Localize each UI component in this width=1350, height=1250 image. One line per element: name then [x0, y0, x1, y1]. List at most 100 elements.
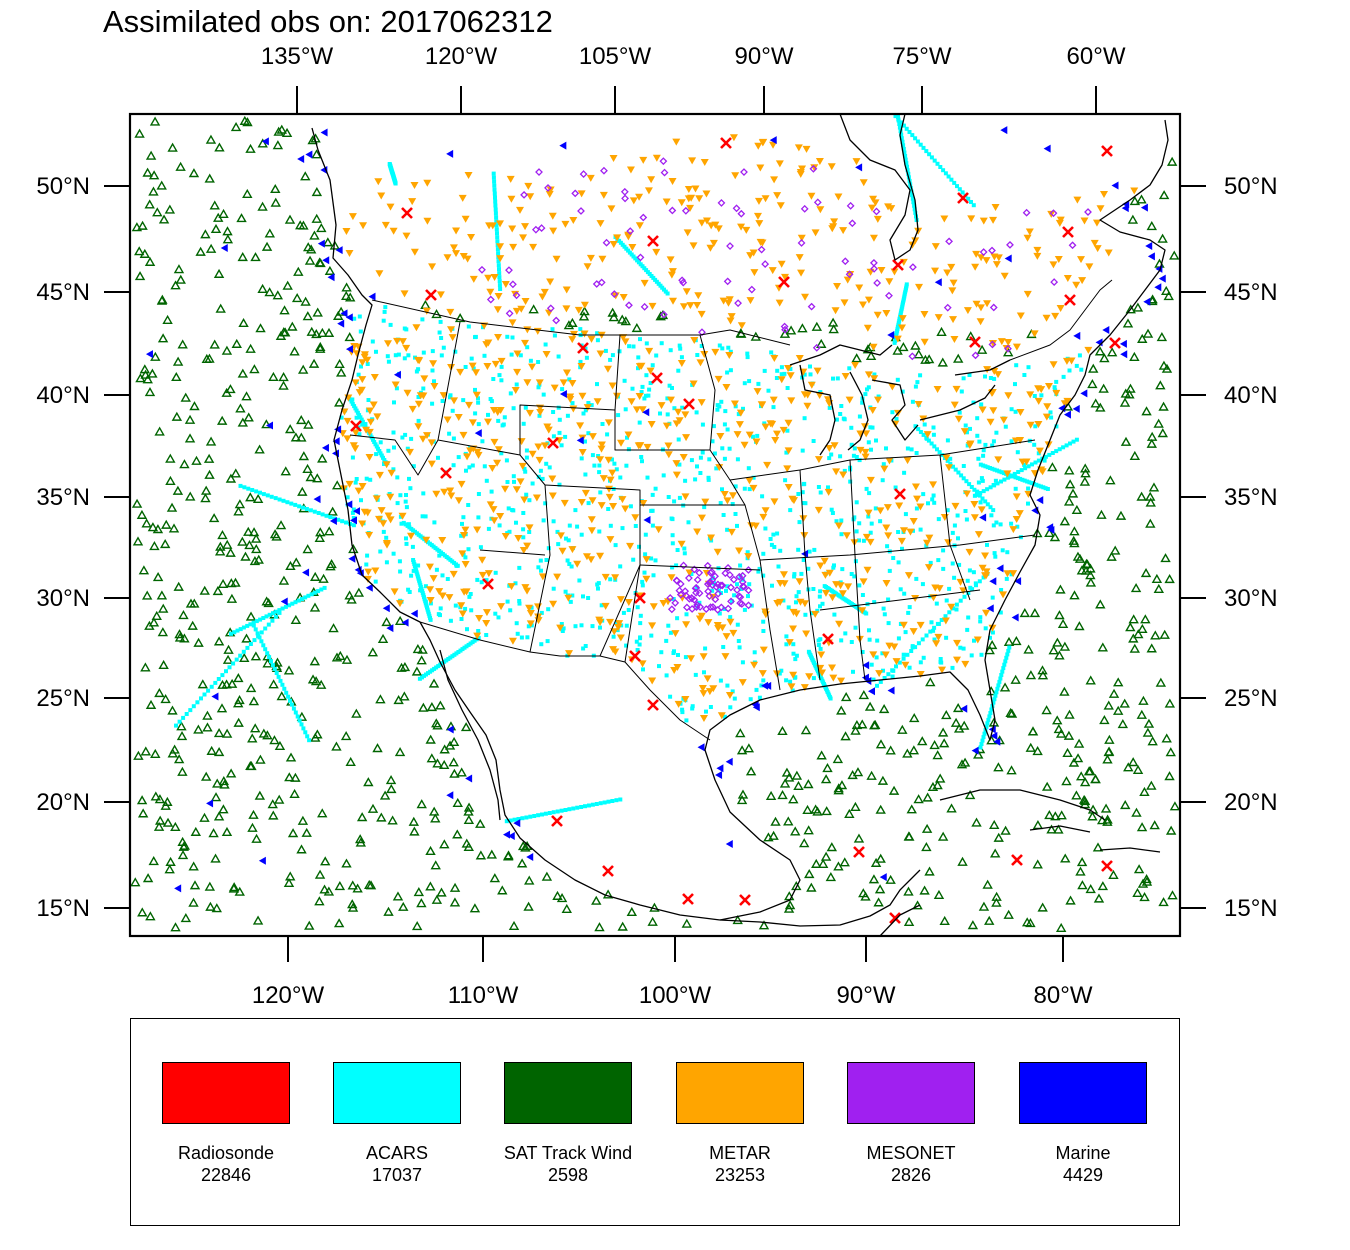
- acars-obs: [1026, 464, 1031, 469]
- metar-obs: [512, 307, 521, 315]
- metar-obs: [686, 302, 695, 310]
- metar-obs: [637, 362, 646, 370]
- sat-wind-obs: [1150, 630, 1161, 640]
- metar-obs: [973, 636, 982, 644]
- acars-obs: [913, 384, 918, 389]
- legend-item-radiosonde: Radiosonde 22846: [131, 1062, 291, 1202]
- sat-wind-obs: [310, 732, 321, 742]
- acars-obs: [373, 579, 378, 584]
- metar-obs: [568, 380, 577, 388]
- acars-obs: [947, 610, 952, 615]
- metar-obs: [377, 192, 386, 200]
- acars-obs: [543, 811, 548, 816]
- sat-wind-obs: [836, 780, 848, 790]
- acars-obs: [882, 676, 887, 680]
- acars-obs: [839, 404, 844, 408]
- acars-obs: [404, 541, 409, 546]
- metar-obs: [986, 418, 995, 426]
- acars-obs: [274, 671, 279, 675]
- acars-obs: [410, 544, 415, 549]
- sat-wind-obs: [323, 886, 335, 896]
- acars-obs: [428, 615, 432, 620]
- acars-obs: [416, 418, 421, 423]
- acars-obs: [914, 576, 919, 581]
- acars-obs: [476, 629, 481, 633]
- metar-obs: [624, 431, 633, 439]
- mesonet-obs: [693, 601, 701, 609]
- sat-wind-obs: [989, 819, 1000, 830]
- sat-wind-obs: [147, 522, 159, 532]
- sat-wind-obs: [1064, 709, 1075, 719]
- radiosonde-obs: [350, 420, 362, 432]
- acars-obs: [842, 468, 847, 473]
- sat-wind-obs: [1132, 302, 1144, 312]
- metar-obs: [521, 297, 530, 305]
- acars-obs: [600, 422, 605, 426]
- acars-obs: [567, 562, 572, 566]
- acars-obs: [740, 660, 745, 665]
- acars-obs: [736, 412, 741, 417]
- acars-obs: [857, 458, 862, 463]
- acars-obs: [595, 331, 600, 336]
- acars-obs: [254, 489, 259, 494]
- acars-obs: [265, 493, 270, 498]
- acars-obs: [761, 629, 766, 633]
- acars-obs: [941, 168, 946, 173]
- metar-obs: [583, 404, 592, 412]
- acars-obs: [524, 815, 529, 820]
- acars-obs: [988, 376, 993, 380]
- marine-obs: [446, 725, 454, 734]
- sat-wind-obs: [1137, 623, 1148, 634]
- acars-obs: [959, 473, 964, 478]
- metar-obs: [909, 517, 918, 525]
- acars-obs: [860, 400, 865, 405]
- sat-wind-obs: [826, 842, 838, 852]
- sat-wind-obs: [165, 856, 176, 866]
- acars-obs: [536, 360, 541, 364]
- metar-obs: [674, 700, 683, 708]
- sat-wind-obs: [226, 578, 237, 588]
- metar-obs: [909, 628, 918, 636]
- sat-wind-obs: [261, 419, 272, 429]
- acars-obs: [354, 415, 359, 420]
- sat-wind-obs: [148, 855, 159, 866]
- sat-wind-obs: [939, 915, 950, 925]
- metar-obs: [821, 589, 830, 597]
- acars-obs: [307, 738, 312, 743]
- sat-wind-obs: [416, 898, 427, 908]
- acars-obs: [893, 114, 898, 119]
- sat-wind-obs: [283, 665, 295, 675]
- acars-obs: [357, 413, 362, 418]
- sat-wind-obs: [1085, 577, 1097, 587]
- sat-wind-obs: [1153, 583, 1165, 593]
- sat-wind-obs: [315, 343, 326, 353]
- sat-wind-obs: [1149, 820, 1160, 830]
- acars-obs: [985, 465, 990, 470]
- metar-obs: [961, 660, 970, 668]
- sat-wind-obs: [1077, 880, 1088, 890]
- sat-wind-obs: [1146, 431, 1158, 441]
- sat-wind-obs: [913, 349, 924, 359]
- metar-obs: [681, 411, 690, 419]
- acars-obs: [640, 579, 645, 584]
- mesonet-obs: [739, 582, 747, 591]
- acars-obs: [559, 622, 564, 626]
- metar-obs: [869, 343, 878, 351]
- sat-wind-obs: [1050, 811, 1061, 821]
- sat-wind-obs: [139, 364, 151, 374]
- acars-obs: [227, 665, 232, 670]
- bottom-tick-120w: 120°W: [251, 982, 325, 1009]
- sat-wind-obs: [435, 700, 446, 710]
- metar-obs: [719, 297, 728, 305]
- acars-obs: [992, 376, 997, 381]
- marine-obs: [1147, 252, 1155, 261]
- acars-obs: [916, 427, 921, 432]
- acars-obs: [305, 734, 310, 739]
- marine-obs: [513, 819, 521, 828]
- sat-wind-obs: [184, 414, 196, 424]
- acars-obs: [1013, 486, 1018, 491]
- metar-obs: [673, 663, 682, 671]
- metar-obs: [562, 305, 571, 313]
- metar-obs: [561, 220, 570, 228]
- acars-obs: [527, 530, 532, 534]
